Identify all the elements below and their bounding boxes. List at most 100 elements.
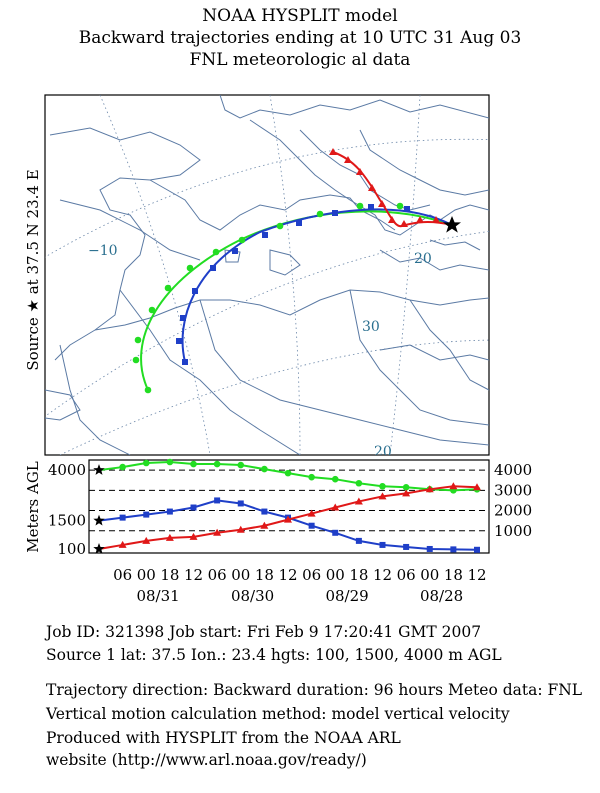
series-point <box>236 525 245 533</box>
series-point <box>473 483 481 491</box>
series-point <box>331 475 339 483</box>
traj-4000m-marker <box>212 248 220 256</box>
traj-100m-marker <box>329 148 337 155</box>
traj-100m-marker <box>356 168 364 175</box>
series-point <box>379 482 386 490</box>
series-point <box>166 508 173 515</box>
traj-1500m-marker <box>262 232 268 238</box>
y-left-tick-label: 100 <box>57 540 86 558</box>
traj-100m-marker <box>416 216 424 223</box>
grid-label: 20 <box>374 444 392 460</box>
series-point <box>378 492 387 500</box>
x-tick-label: 18 <box>349 566 368 584</box>
series-point <box>355 479 363 487</box>
series-point <box>214 497 221 504</box>
traj-1500m-marker <box>296 220 302 226</box>
traj-4000m-marker <box>132 356 140 364</box>
traj-1500m-marker <box>404 206 410 212</box>
x-tick-label: 12 <box>467 566 486 584</box>
series-point <box>308 473 315 481</box>
chart-title-line-1: NOAA HYSPLIT model <box>202 6 398 26</box>
series-point <box>379 541 386 548</box>
date-label: 08/28 <box>420 587 463 605</box>
traj-100m-marker <box>432 216 440 223</box>
footer-vertical-line: Vertical motion calculation method: mode… <box>46 705 510 723</box>
series-point <box>284 515 292 523</box>
series-point <box>450 546 457 553</box>
chart-title-line-3: FNL meteorologic al data <box>189 50 411 70</box>
height-series <box>93 458 481 554</box>
traj-4000m-marker <box>396 202 404 210</box>
footer-produced-line: Produced with HYSPLIT from the NOAA ARL <box>46 729 401 747</box>
date-label: 08/30 <box>231 587 274 605</box>
traj-1500m-marker <box>176 338 182 344</box>
traj-4000m-marker <box>186 264 194 272</box>
x-tick-label: 12 <box>373 566 392 584</box>
source-star-icon <box>93 543 105 554</box>
series-point <box>142 536 151 544</box>
series-point <box>119 463 126 471</box>
source-star-icon <box>443 216 461 233</box>
traj-1500m-marker <box>180 315 186 321</box>
x-tick-label: 06 <box>397 566 416 584</box>
series-point <box>119 514 126 521</box>
series-point <box>260 521 269 529</box>
y-left-tick-label: 1500 <box>48 512 86 530</box>
series-point <box>237 500 244 507</box>
x-tick-label: 12 <box>278 566 297 584</box>
series-point <box>190 504 197 511</box>
series-point <box>261 465 268 473</box>
traj-4000m-marker <box>356 202 364 210</box>
series-point <box>165 533 174 541</box>
x-tick-label: 18 <box>255 566 274 584</box>
series-point <box>355 537 362 544</box>
y-left-tick-label: 4000 <box>48 461 86 479</box>
series-point <box>402 483 410 491</box>
y-left-ticks: 4000 1500 100 <box>48 461 86 558</box>
source-star-icon <box>93 464 105 475</box>
grid-label: 30 <box>505 233 523 249</box>
date-labels: 08/31 08/30 08/29 08/28 <box>136 587 463 605</box>
series-point <box>426 545 433 552</box>
traj-100m-marker <box>388 216 396 223</box>
x-tick-label: 18 <box>444 566 463 584</box>
y-right-tick-label: 2000 <box>494 502 532 520</box>
y-right-tick-label: 3000 <box>494 481 532 499</box>
series-point <box>425 485 434 493</box>
x-tick-label: 00 <box>420 566 439 584</box>
traj-4000m-marker <box>148 306 156 314</box>
chart-title-line-2: Backward trajectories ending at 10 UTC 3… <box>78 28 522 48</box>
x-tick-label: 00 <box>231 566 250 584</box>
x-tick-labels: 06 00 18 12 06 00 18 12 06 00 18 12 06 00 18 12 <box>113 566 486 584</box>
x-tick-label: 06 <box>302 566 321 584</box>
grid-label: 30 <box>362 319 380 335</box>
traj-4000m-marker <box>134 336 142 344</box>
traj-4000m-marker <box>238 236 246 244</box>
traj-100m-marker <box>400 220 408 227</box>
x-tick-label: 18 <box>160 566 179 584</box>
x-tick-label: 00 <box>326 566 345 584</box>
map-trajectory-markers <box>132 148 440 394</box>
series-point <box>354 497 363 505</box>
footer-job-line: Job ID: 321398 Job start: Fri Feb 9 17:2… <box>46 623 482 641</box>
x-tick-label: 12 <box>184 566 203 584</box>
series-point <box>261 508 268 515</box>
series-point <box>190 460 197 468</box>
series-point <box>402 489 411 497</box>
y-right-ticks: 4000 3000 2000 1000 <box>494 461 532 540</box>
map-coastlines <box>45 95 489 455</box>
traj-1500m-marker <box>368 204 374 210</box>
series-point <box>166 458 174 466</box>
traj-100m-marker <box>344 156 352 163</box>
y-right-tick-label: 4000 <box>494 461 532 479</box>
map-panel: −10 20 30 30 20 Source ★ at 37.5 N 23.4 … <box>24 94 523 460</box>
traj-1500m-marker <box>210 265 216 271</box>
series-point <box>237 461 245 469</box>
series-point <box>284 469 292 477</box>
map-frame <box>44 94 490 456</box>
series-point <box>449 482 458 490</box>
height-chart-frame <box>88 459 490 554</box>
traj-4000m-marker <box>316 210 324 218</box>
